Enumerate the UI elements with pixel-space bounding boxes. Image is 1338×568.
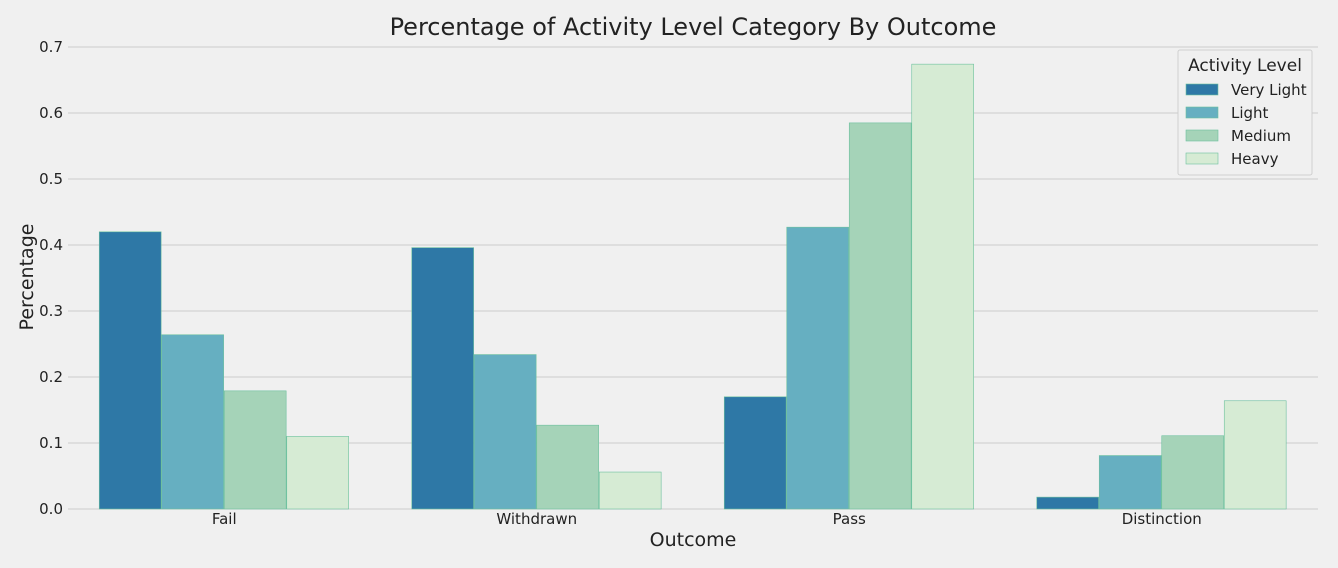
legend-swatch [1185, 83, 1219, 96]
bar-distinction-very-light [1036, 496, 1099, 510]
y-tick-label: 0.0 [39, 500, 63, 518]
legend-frame [1177, 49, 1313, 176]
y-tick-label: 0.1 [39, 434, 63, 452]
bar-withdrawn-light [473, 354, 537, 510]
bar-distinction-light [1098, 455, 1162, 510]
bar-withdrawn-very-light [411, 247, 474, 510]
bar-pass-very-light [723, 396, 787, 510]
y-tick-labels: 0.0 0.1 0.2 0.3 0.4 0.5 0.6 0.7 [39, 38, 63, 518]
legend-title: Activity Level [1188, 56, 1302, 76]
legend-label: Medium [1231, 127, 1291, 145]
y-tick-label: 0.6 [39, 104, 63, 122]
bar-pass-medium [848, 122, 912, 510]
legend-label: Light [1231, 104, 1269, 122]
legend-label: Very Light [1231, 81, 1307, 99]
legend: Activity Level Very Light Light Medium Heav… [1177, 49, 1313, 176]
legend-swatch [1185, 152, 1219, 165]
bar-distinction-medium [1161, 435, 1224, 510]
legend-swatch [1185, 106, 1219, 119]
bar-fail-heavy [286, 436, 349, 510]
y-axis-label: Percentage [16, 224, 38, 331]
bar-pass-light [786, 226, 849, 510]
y-tick-label: 0.4 [39, 236, 63, 254]
legend-label: Heavy [1231, 150, 1279, 168]
bar-fail-medium [223, 390, 287, 510]
x-tick-label: Fail [212, 510, 237, 528]
y-tick-label: 0.5 [39, 170, 63, 188]
bar-pass-heavy [911, 63, 974, 510]
x-tick-label: Distinction [1122, 510, 1202, 528]
y-tick-label: 0.7 [39, 38, 63, 56]
y-tick-label: 0.2 [39, 368, 63, 386]
x-tick-label: Pass [833, 510, 866, 528]
y-tick-label: 0.3 [39, 302, 63, 320]
bar-withdrawn-heavy [598, 471, 662, 510]
bar-fail-light [161, 334, 224, 510]
x-tick-labels: Fail Withdrawn Pass Distinction [212, 510, 1202, 528]
bar-fail-very-light [98, 231, 162, 510]
legend-items: Very Light Light Medium Heavy [1185, 81, 1307, 168]
x-tick-label: Withdrawn [496, 510, 577, 528]
bar-withdrawn-medium [536, 424, 599, 510]
bar-distinction-heavy [1223, 400, 1287, 510]
chart-title: Percentage of Activity Level Category By… [390, 13, 997, 41]
legend-swatch [1185, 129, 1219, 142]
bars [98, 63, 1287, 510]
x-axis-label: Outcome [650, 529, 737, 551]
